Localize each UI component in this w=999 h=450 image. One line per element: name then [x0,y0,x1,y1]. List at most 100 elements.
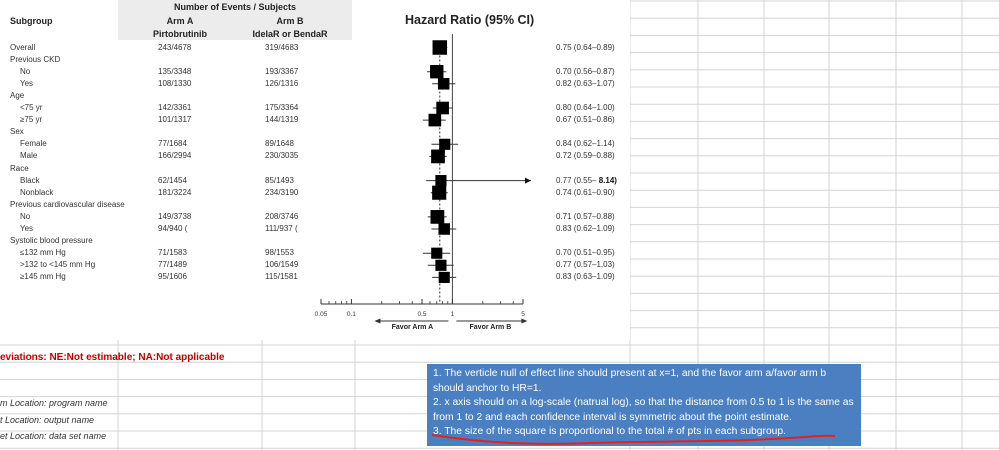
dataset-location-note: et Location: data set name [0,431,107,441]
row-label: <75 yr [20,103,43,112]
arm-a-count: 94/940 ( [158,224,188,233]
arm-b-drug: IdelaR or BendaR [252,29,328,39]
ci-text: 0.67 (0.51–0.86) [556,115,615,125]
ci-text: 0.70 (0.56–0.87) [556,66,615,76]
header-band [118,0,352,40]
arm-a-count: 142/3361 [158,103,192,112]
subgroup-header: Subgroup [10,16,53,26]
ci-text: 0.82 (0.63–1.07) [556,78,615,88]
row-label: ≥145 mm Hg [20,272,66,282]
row-label: ≤132 mm Hg [20,248,66,258]
row-label: >132 to <145 mm Hg [20,260,96,270]
hr-square [428,113,442,127]
ci-text: 0.84 (0.62–1.14) [556,139,615,149]
ci-text: 0.70 (0.51–0.95) [556,248,615,258]
arm-a-count: 166/2994 [158,151,192,161]
hr-square [436,101,449,115]
row-label: Male [20,151,38,161]
arm-b-count: 126/1316 [265,78,299,88]
annotation-note-box: 1. The verticle null of effect line shou… [427,364,861,446]
row-label: Previous CKD [10,54,61,64]
arm-b-count: 319/4683 [265,42,299,52]
tick-label: 0.05 [315,311,328,318]
favor-arm-a-label: Favor Arm A [392,324,434,331]
arm-b-count: 175/3364 [265,103,299,112]
ci-text: 0.75 (0.64–0.89) [556,42,615,52]
arm-a-count: 101/1317 [158,115,192,125]
tick-label: 0.1 [347,311,356,318]
arm-a-header: Arm A [166,16,194,26]
arm-a-count: 108/1330 [158,78,192,88]
hr-square [431,247,443,259]
hr-square [438,223,450,235]
favor-right-arrowhead [521,318,528,324]
hr-square [432,40,448,55]
row-label: Black [20,175,40,185]
ci-text: 0.74 (0.61–0.90) [556,187,615,197]
annotation-line-2: 2. x axis should on a log-scale (natrual… [433,397,854,423]
row-label: ≥75 yr [20,115,43,125]
arm-a-count: 181/3224 [158,187,192,197]
forest-plot-area: 0.05 0.1 0.5 1 5 Favor Arm A Favor Arm B [315,34,531,331]
row-label: No [20,211,31,221]
arm-a-count: 243/4678 [158,42,192,52]
chart-title: Hazard Ratio (95% CI) [405,13,535,27]
arm-a-count: 135/3348 [158,66,192,76]
hr-square [430,65,444,79]
output-location-note: t Location: output name [0,415,95,425]
tick-label: 1 [451,311,455,318]
row-label: Overall [10,42,36,52]
row-label: Nonblack [20,187,54,197]
row-label: Age [10,90,25,100]
hr-square [437,78,450,90]
row-label: Female [20,139,47,149]
row-label: Systolic blood pressure [10,236,93,246]
favor-arm-b-label: Favor Arm B [470,324,512,331]
tick-label: 5 [521,311,525,318]
arm-a-count: 62/1454 [158,175,187,185]
arm-b-count: 144/1319 [265,115,299,125]
forest-plot-figure: Subgroup Number of Events / Subjects Arm… [0,0,630,340]
arm-a-count: 77/1489 [158,260,187,270]
hr-square [435,175,447,187]
ci-text: 0.77 (0.55– 8.14) [556,175,617,185]
ci-text: 0.71 (0.57–0.88) [556,211,615,221]
arm-b-count: 193/3367 [265,66,299,76]
ci-text: 0.77 (0.57–1.03) [556,260,615,270]
row-label: Race [10,163,29,173]
arm-b-count: 85/1493 [265,175,294,185]
tick-label: 0.5 [417,311,426,318]
arm-a-count: 71/1583 [158,248,187,258]
program-location-note: m Location: program name [0,398,108,408]
ci-text: 0.72 (0.59–0.88) [556,151,615,161]
arm-b-count: 89/1648 [265,139,294,149]
row-label: Yes [20,78,34,88]
abbreviations-note: eviations: NE:Not estimable; NA:Not appl… [0,352,225,363]
arm-a-count: 77/1684 [158,139,187,149]
row-label: No [20,66,31,76]
arm-b-count: 106/1549 [265,260,299,270]
ci-arrow-head [525,177,531,184]
ci-text: 0.83 (0.62–1.09) [556,224,615,233]
hr-square [431,149,445,164]
hr-square [430,210,445,224]
arm-b-count: 230/3035 [265,151,299,161]
row-label: Yes [20,224,34,233]
events-header: Number of Events / Subjects [173,2,297,12]
arm-a-count: 149/3738 [158,211,192,221]
hr-square [438,271,450,283]
arm-b-header: Arm B [276,16,304,26]
red-underline-scribble [431,434,836,445]
ci-text: 0.80 (0.64–1.00) [556,103,615,112]
arm-b-count: 208/3746 [265,211,299,221]
favor-left-arrowhead [374,318,381,324]
arm-a-count: 95/1606 [158,272,187,282]
hr-square [432,185,447,200]
row-label: Sex [10,127,24,137]
annotation-line-3: 3. The size of the square is proportiona… [433,426,786,438]
ci-text: 0.83 (0.63–1.09) [556,272,615,282]
hr-square [439,138,451,150]
row-label: Previous cardiovascular disease [10,199,125,209]
arm-b-count: 98/1553 [265,248,294,258]
arm-b-count: 234/3190 [265,187,299,197]
